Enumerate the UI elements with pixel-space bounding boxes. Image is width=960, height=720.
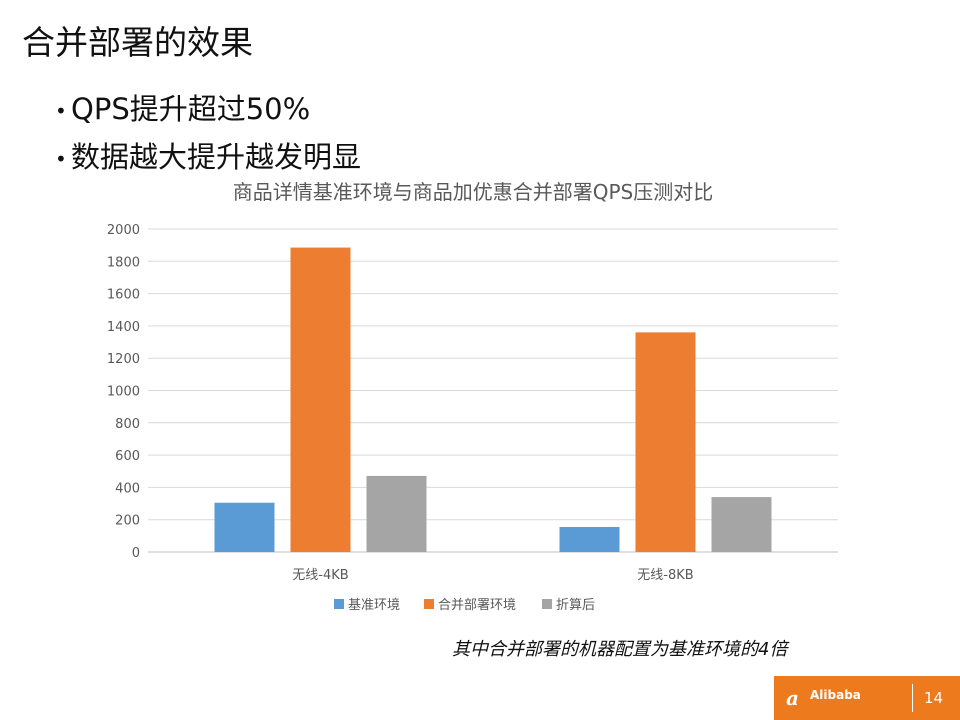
y-tick-label: 600 [115,449,140,464]
y-tick-label: 1800 [107,255,140,270]
footer-divider [912,684,913,712]
y-tick-label: 1000 [107,385,140,400]
bar [635,332,696,552]
bar [214,502,275,552]
footer-bar: a Alibaba 14 [774,676,960,720]
legend-swatch [424,599,434,609]
x-tick-label: 无线-8KB [637,568,693,583]
bullet-marker: • [55,147,67,171]
y-tick-label: 1400 [107,320,140,335]
slide-title: 合并部署的效果 [22,23,253,62]
footnote: 其中合并部署的机器配置为基准环境的4倍 [452,639,788,660]
y-tick-label: 400 [115,481,140,496]
legend-swatch [542,599,552,609]
qps-bar-chart: 商品详情基准环境与商品加优惠合并部署QPS压测对比 0 200 400 600 800 10… [107,180,838,613]
page-number: 14 [924,689,944,707]
y-tick-label: 1200 [107,352,140,367]
alibaba-logo-icon: a [786,686,799,710]
alibaba-logo: a Alibaba [786,686,904,712]
bullet-item: • 数据越大提升越发明显 [55,134,361,182]
legend-label: 合并部署环境 [438,598,516,613]
legend-label: 基准环境 [348,598,400,613]
chart-title: 商品详情基准环境与商品加优惠合并部署QPS压测对比 [233,180,714,204]
y-tick-label: 1600 [107,288,140,303]
bar [559,526,620,552]
bar [711,497,772,552]
legend-label: 折算后 [556,598,595,613]
y-tick-label: 0 [132,546,140,561]
bullet-item: • QPS提升超过50% [55,86,361,134]
bar [366,475,427,552]
bar [290,247,351,552]
logo-text: Alibaba [810,688,861,702]
bullet-list: • QPS提升超过50% • 数据越大提升越发明显 [55,86,361,182]
x-tick-label: 无线-4KB [292,568,348,583]
bullet-marker: • [55,99,67,123]
y-tick-label: 800 [115,417,140,432]
y-tick-label: 2000 [107,223,140,238]
y-tick-label: 200 [115,514,140,529]
bullet-text: 数据越大提升越发明显 [71,140,362,174]
bullet-text: QPS提升超过50% [71,92,311,126]
legend-swatch [334,599,344,609]
